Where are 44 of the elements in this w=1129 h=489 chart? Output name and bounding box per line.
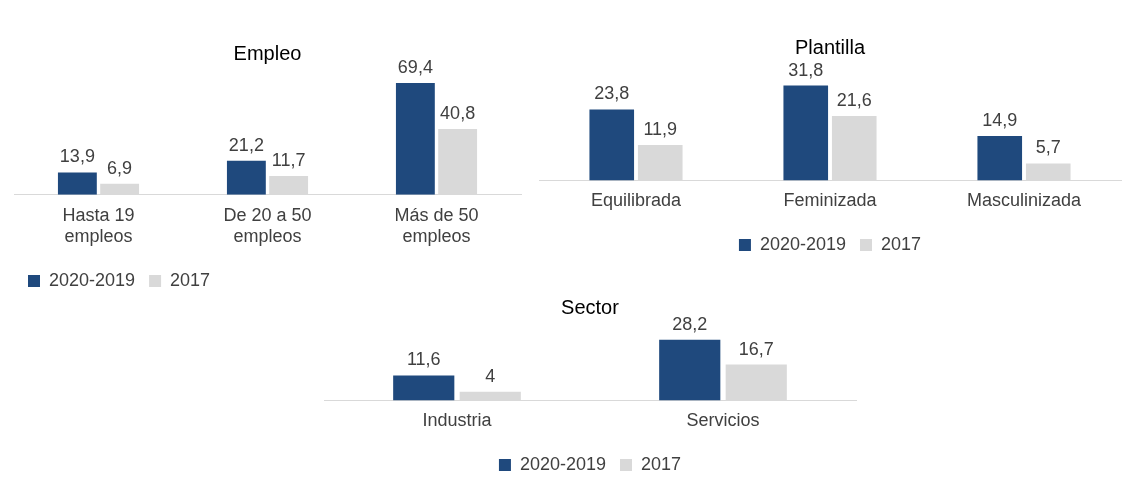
bar <box>438 129 478 195</box>
data-label: 11,7 <box>271 149 306 170</box>
data-label: 14,9 <box>982 109 1018 130</box>
legend-label: 2020-2019 <box>759 233 847 254</box>
bar <box>783 85 829 181</box>
data-label: 69,4 <box>397 56 433 77</box>
data-label: 31,8 <box>788 59 824 80</box>
data-label: 23,8 <box>594 83 630 104</box>
x-tick-label: Servicios <box>686 410 760 431</box>
data-label: 40,8 <box>440 103 476 124</box>
data-label: 21,6 <box>836 89 872 110</box>
bar <box>269 175 309 195</box>
bar <box>393 375 455 401</box>
x-tick-label: De 20 a 50 empleos <box>223 204 312 247</box>
data-label: 16,7 <box>738 338 774 359</box>
data-label: 11,6 <box>406 349 441 370</box>
x-tick-label: Hasta 19 empleos <box>62 204 135 247</box>
data-label: 21,2 <box>228 134 264 155</box>
bar <box>589 109 635 181</box>
bar <box>395 82 435 195</box>
chart-title: Empleo <box>233 41 302 64</box>
data-label: 13,9 <box>59 146 95 167</box>
data-label: 28,2 <box>672 313 708 334</box>
bar <box>659 339 721 401</box>
data-label: 5,7 <box>1035 137 1061 158</box>
data-label: 6,9 <box>107 157 133 178</box>
bar <box>226 160 266 195</box>
bar <box>57 172 97 195</box>
legend-label: 2017 <box>641 453 682 474</box>
bar <box>100 183 140 195</box>
chart-title: Sector <box>561 295 620 318</box>
x-tick-label: Feminizada <box>783 190 878 211</box>
legend-label: 2017 <box>170 269 211 290</box>
data-label: 4 <box>485 365 496 386</box>
legend-label: 2017 <box>881 233 922 254</box>
x-tick-label: Equilibrada <box>590 190 683 211</box>
x-tick-label: Más de 50 empleos <box>394 204 479 247</box>
legend-label: 2020-2019 <box>49 269 136 290</box>
x-tick-label: Masculinizada <box>966 190 1083 211</box>
data-label: 11,9 <box>643 118 678 139</box>
x-tick-label: Industria <box>422 410 493 431</box>
bar <box>977 135 1023 181</box>
legend-label: 2020-2019 <box>519 453 607 474</box>
chart-title: Plantilla <box>794 35 866 58</box>
